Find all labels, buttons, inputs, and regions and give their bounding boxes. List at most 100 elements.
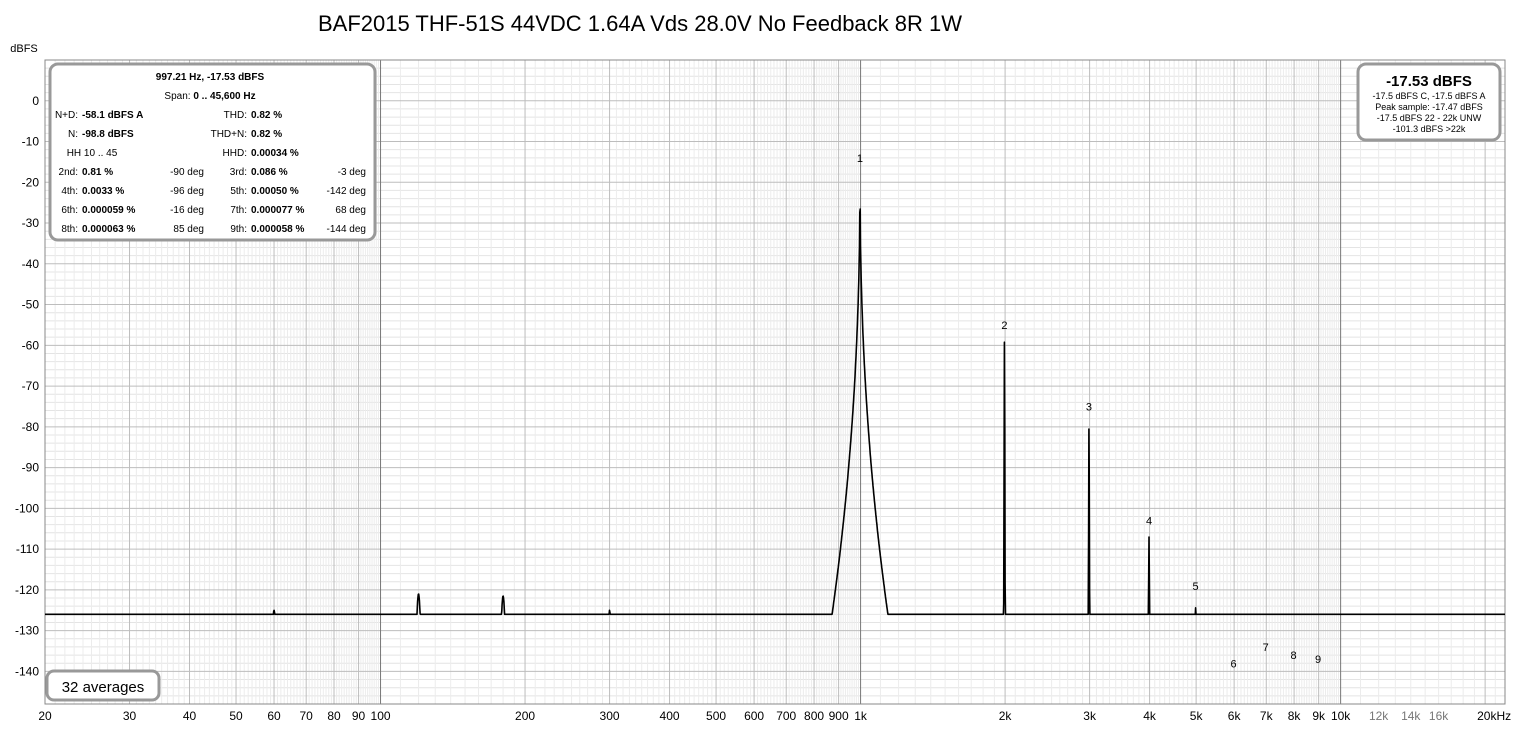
- x-tick-label: 50: [229, 709, 243, 723]
- y-tick-label: -140: [15, 664, 39, 678]
- level-detail-line: -17.5 dBFS 22 - 22k UNW: [1377, 113, 1482, 123]
- y-tick-label: -30: [22, 216, 40, 230]
- harmonic-label: 1: [857, 153, 863, 165]
- stats-value-right: 0.086 %: [251, 167, 288, 178]
- y-tick-label: -70: [22, 379, 40, 393]
- x-tick-label: 200: [515, 709, 535, 723]
- stats-row: HH 10 .. 45 HHD: 0.00034 %: [67, 148, 299, 159]
- stats-phase-right: -3 deg: [338, 167, 366, 178]
- x-tick-label: 300: [600, 709, 620, 723]
- x-tick-label: 100: [371, 709, 391, 723]
- x-tick-label: 5k: [1190, 709, 1204, 723]
- stats-value-right: 0.82 %: [251, 110, 282, 121]
- stats-row: 6th: 0.000059 % -16 deg 7th: 0.000077 % 68 de…: [61, 205, 366, 216]
- level-detail-line: -17.5 dBFS C, -17.5 dBFS A: [1372, 91, 1485, 101]
- harmonic-label: 4: [1146, 516, 1152, 528]
- averages-box: 32 averages: [45, 669, 161, 702]
- x-tick-label: 400: [660, 709, 680, 723]
- stats-label-left: N+D:: [55, 110, 78, 121]
- x-tick-label: 20kHz: [1477, 709, 1511, 723]
- stats-row: 4th: 0.0033 % -96 deg 5th: 0.00050 % -142 deg: [61, 186, 366, 197]
- stats-value-left: 0.000059 %: [82, 205, 135, 216]
- stats-label-right: HHD:: [223, 148, 247, 159]
- stats-value-right: 0.00050 %: [251, 186, 299, 197]
- y-tick-label: -100: [15, 501, 39, 515]
- stats-value-right: 0.00034 %: [251, 148, 299, 159]
- stats-phase-left: 85 deg: [173, 224, 204, 235]
- x-tick-label: 3k: [1083, 709, 1097, 723]
- stats-phase-right: -142 deg: [327, 186, 366, 197]
- stats-label-right: 3rd:: [230, 167, 247, 178]
- harmonic-label: 8: [1290, 650, 1296, 662]
- x-tick-label: 1k: [854, 709, 868, 723]
- averages-label: 32 averages: [62, 679, 145, 696]
- stats-phase-left: -96 deg: [170, 186, 204, 197]
- stats-box: 997.21 Hz, -17.53 dBFS Span: 0 .. 45,600…: [48, 62, 377, 242]
- y-tick-label: -10: [22, 135, 40, 149]
- y-tick-label: -50: [22, 298, 40, 312]
- x-tick-label: 2k: [999, 709, 1013, 723]
- y-tick-label: -130: [15, 624, 39, 638]
- stats-value-right: 0.000058 %: [251, 224, 304, 235]
- stats-label-left: 8th:: [61, 224, 78, 235]
- y-tick-label: -60: [22, 338, 40, 352]
- stats-value-left: 0.0033 %: [82, 186, 124, 197]
- harmonic-label: 9: [1315, 654, 1321, 666]
- x-tick-label: 16k: [1429, 709, 1449, 723]
- stats-phase-right: 68 deg: [335, 205, 366, 216]
- stats-value-right: 0.000077 %: [251, 205, 304, 216]
- stats-label-left: 4th:: [61, 186, 78, 197]
- stats-row: N: -98.8 dBFS THD+N: 0.82 %: [68, 129, 282, 140]
- x-tick-label: 30: [123, 709, 137, 723]
- x-tick-label: 10k: [1331, 709, 1351, 723]
- stats-value-left: 0.000063 %: [82, 224, 135, 235]
- stats-value-left: 0.81 %: [82, 167, 113, 178]
- x-tick-label: 900: [829, 709, 849, 723]
- x-tick-label: 6k: [1228, 709, 1242, 723]
- x-tick-label: 60: [267, 709, 281, 723]
- stats-row: 8th: 0.000063 % 85 deg 9th: 0.000058 % -144 d…: [61, 224, 366, 235]
- stats-label-left: N:: [68, 129, 78, 140]
- x-tick-label: 8k: [1288, 709, 1302, 723]
- stats-label-right: 5th:: [230, 186, 247, 197]
- level-main: -17.53 dBFS: [1386, 73, 1472, 90]
- stats-phase-right: -144 deg: [327, 224, 366, 235]
- stats-label-left: 2nd:: [59, 167, 78, 178]
- x-tick-label: 90: [352, 709, 366, 723]
- plot-border: [44, 59, 1506, 705]
- stats-value-left: -98.8 dBFS: [82, 129, 134, 140]
- x-tick-label: 40: [183, 709, 197, 723]
- x-tick-label: 7k: [1260, 709, 1274, 723]
- stats-row: 2nd: 0.81 % -90 deg 3rd: 0.086 % -3 deg: [59, 167, 366, 178]
- x-tick-label: 70: [299, 709, 313, 723]
- harmonic-label: 5: [1192, 581, 1198, 593]
- stats-label-right: THD:: [224, 110, 247, 121]
- y-tick-label: -80: [22, 420, 40, 434]
- x-tick-label: 700: [776, 709, 796, 723]
- x-tick-label: 20: [38, 709, 52, 723]
- stats-label-right: 9th:: [230, 224, 247, 235]
- harmonic-label: 3: [1086, 402, 1092, 414]
- stats-header: 997.21 Hz, -17.53 dBFS: [156, 72, 265, 83]
- y-tick-label: -110: [16, 542, 39, 556]
- x-tick-label: 4k: [1143, 709, 1157, 723]
- stats-row: N+D: -58.1 dBFS A THD: 0.82 %: [55, 110, 282, 121]
- harmonic-label: 6: [1230, 658, 1236, 670]
- level-box: -17.53 dBFS -17.5 dBFS C, -17.5 dBFS APe…: [1356, 62, 1502, 142]
- x-tick-label: 9k: [1312, 709, 1326, 723]
- y-tick-label: -90: [22, 461, 40, 475]
- x-tick-label: 600: [744, 709, 764, 723]
- x-tick-label: 80: [327, 709, 341, 723]
- stats-phase-left: -90 deg: [170, 167, 204, 178]
- spectrum-trace: [45, 208, 1505, 616]
- y-tick-label: 0: [32, 94, 39, 108]
- stats-span: Span: 0 .. 45,600 Hz: [164, 91, 255, 102]
- y-axis-unit: dBFS: [10, 43, 38, 55]
- stats-label-right: 7th:: [230, 205, 247, 216]
- stats-label-left: HH 10 .. 45: [67, 148, 118, 159]
- x-tick-label: 800: [804, 709, 824, 723]
- level-detail-line: Peak sample: -17.47 dBFS: [1375, 102, 1483, 112]
- x-tick-label: 500: [706, 709, 726, 723]
- stats-value-right: 0.82 %: [251, 129, 282, 140]
